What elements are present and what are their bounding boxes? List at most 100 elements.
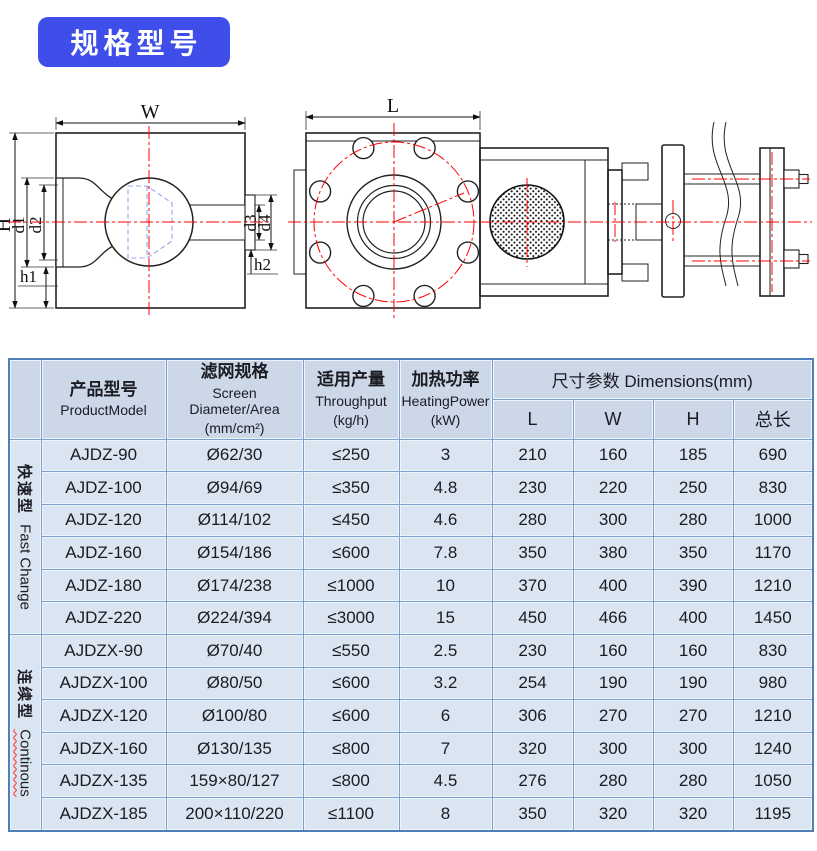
cell-total-length: 690: [732, 438, 814, 473]
cell-total-length: 1450: [732, 601, 814, 636]
flange-body-square: [305, 132, 481, 309]
cell-model: AJDZX-100: [40, 666, 167, 701]
cell-power: 15: [398, 601, 493, 636]
cell-dim-l: 306: [491, 699, 574, 733]
cell-dim-l: 230: [491, 471, 574, 505]
cell-power: 4.8: [398, 471, 493, 505]
cell-model: AJDZ-180: [40, 568, 167, 603]
dimension-label-d2: d2: [26, 217, 45, 234]
cell-dim-l: 350: [491, 797, 574, 832]
cell-power: 3.2: [398, 666, 493, 701]
cell-power: 2.5: [398, 634, 493, 668]
table-row: AJDZX-160 Ø130/135 ≤800 7 320 300 300 1240: [9, 731, 814, 766]
dimension-label-h1: h1: [20, 267, 37, 286]
col-header-throughput: 适用产量 Throughput (kg/h): [302, 358, 400, 440]
cell-dim-l: 320: [491, 731, 574, 766]
cell-throughput: ≤3000: [302, 601, 400, 636]
cell-throughput: ≤250: [302, 438, 400, 473]
header-label-zh: 加热功率: [411, 370, 480, 390]
dimension-label-w: W: [141, 101, 160, 123]
cell-dim-w: 280: [572, 764, 654, 799]
cell-total-length: 1240: [732, 731, 814, 766]
dimension-label-d4: d4: [255, 214, 274, 232]
cell-total-length: 980: [732, 666, 814, 701]
table-body: 快速型 Fast Change AJDZ-90 Ø62/30 ≤250 3 210 160 18…: [8, 438, 814, 832]
cell-throughput: ≤600: [302, 699, 400, 733]
cell-dim-w: 320: [572, 797, 654, 832]
cell-dim-l: 276: [491, 764, 574, 799]
cell-dim-w: 220: [572, 471, 654, 505]
group-label-fast-change: 快速型 Fast Change: [8, 438, 42, 636]
cell-dim-h: 400: [652, 601, 734, 636]
group-label-continuous: 连续型 Continous: [8, 634, 42, 832]
col-header-dimensions: 尺寸参数 Dimensions(mm): [491, 358, 814, 400]
header-label-unit: (kg/h): [333, 412, 369, 429]
cell-model: AJDZ-220: [40, 601, 167, 636]
cell-dim-l: 370: [491, 568, 574, 603]
dimension-label-l: L: [387, 95, 399, 117]
cell-dim-h: 280: [652, 503, 734, 538]
group-label-zh: 连续型: [15, 668, 33, 720]
cell-screen: Ø174/238: [165, 568, 304, 603]
cell-dim-l: 450: [491, 601, 574, 636]
cell-model: AJDZX-90: [40, 634, 167, 668]
tie-rod-nuts: [783, 169, 809, 269]
cell-dim-l: 230: [491, 634, 574, 668]
dimension-label-d1: d1: [9, 217, 28, 234]
header-label-en: ProductModel: [60, 402, 147, 419]
cell-screen: Ø130/135: [165, 731, 304, 766]
table-row: 快速型 Fast Change AJDZ-90 Ø62/30 ≤250 3 210 160 18…: [8, 438, 814, 636]
title-badge: 规格型号: [38, 17, 230, 67]
table-row: AJDZ-100 Ø94/69 ≤350 4.8 230 220 250 830: [9, 471, 814, 505]
table-row: AJDZX-100 Ø80/50 ≤600 3.2 254 190 190 980: [9, 666, 814, 701]
table-row: AJDZX-135 159×80/127 ≤800 4.5 276 280 280 1050: [9, 764, 814, 799]
cell-throughput: ≤1000: [302, 568, 400, 603]
cell-screen: Ø94/69: [165, 471, 304, 505]
corner-cell: [8, 358, 42, 440]
break-line: [711, 121, 730, 287]
header-label-zh: 适用产量: [317, 370, 385, 390]
cell-dim-h: 185: [652, 438, 734, 473]
cell-model: AJDZX-120: [40, 699, 167, 733]
cell-dim-w: 270: [572, 699, 654, 733]
cell-model: AJDZX-135: [40, 764, 167, 799]
col-header-dim-w: W: [572, 398, 654, 440]
cell-screen: 200×110/220: [165, 797, 304, 832]
cell-dim-h: 350: [652, 536, 734, 570]
cell-dim-w: 190: [572, 666, 654, 701]
cell-screen: Ø62/30: [165, 438, 304, 473]
header-label-unit: (kW): [430, 412, 461, 429]
cell-power: 10: [398, 568, 493, 603]
cell-model: AJDZX-185: [40, 797, 167, 832]
cell-dim-l: 254: [491, 666, 574, 701]
cell-screen: Ø100/80: [165, 699, 304, 733]
cell-dim-w: 300: [572, 503, 654, 538]
cell-dim-h: 270: [652, 699, 734, 733]
cell-dim-l: 210: [491, 438, 574, 473]
cell-screen: Ø70/40: [165, 634, 304, 668]
cell-screen: 159×80/127: [165, 764, 304, 799]
cell-dim-h: 300: [652, 731, 734, 766]
cell-model: AJDZ-90: [40, 438, 167, 473]
cell-throughput: ≤550: [302, 634, 400, 668]
group-label-en: Fast Change: [16, 523, 34, 610]
cell-throughput: ≤1100: [302, 797, 400, 832]
cell-total-length: 830: [732, 634, 814, 668]
table-row: AJDZ-160 Ø154/186 ≤600 7.8 350 380 350 1170: [9, 536, 814, 570]
cell-model: AJDZ-160: [40, 536, 167, 570]
header-label-zh: 滤网规格: [200, 362, 269, 382]
cell-dim-h: 390: [652, 568, 734, 603]
table-row: 连续型 Continous AJDZX-90 Ø70/40 ≤550 2.5 230 160 1…: [8, 634, 814, 832]
dimension-label-d3: d3: [241, 215, 260, 232]
cell-throughput: ≤800: [302, 731, 400, 766]
technical-drawing: W H d1 d2 d3 d4 h1 h2: [0, 95, 812, 319]
header-label-en: Screen Diameter/Area: [189, 384, 280, 417]
cell-throughput: ≤600: [302, 536, 400, 570]
cell-model: AJDZ-100: [40, 471, 167, 505]
cell-dim-w: 160: [572, 634, 654, 668]
cell-dim-h: 320: [652, 797, 734, 832]
cell-model: AJDZX-160: [40, 731, 167, 766]
col-header-screen-spec: 滤网规格 Screen Diameter/Area (mm/cm²): [165, 358, 304, 440]
cell-dim-h: 280: [652, 764, 734, 799]
